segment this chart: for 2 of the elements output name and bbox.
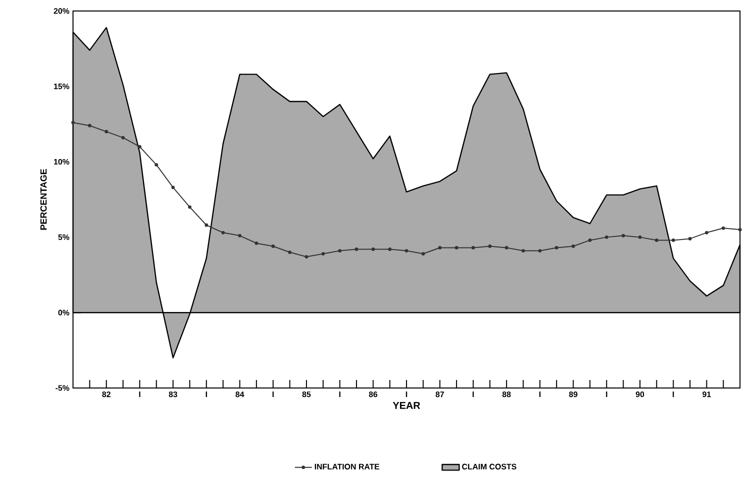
y-axis-title: PERCENTAGE: [40, 169, 47, 230]
x-axis-title: YEAR: [392, 402, 420, 409]
